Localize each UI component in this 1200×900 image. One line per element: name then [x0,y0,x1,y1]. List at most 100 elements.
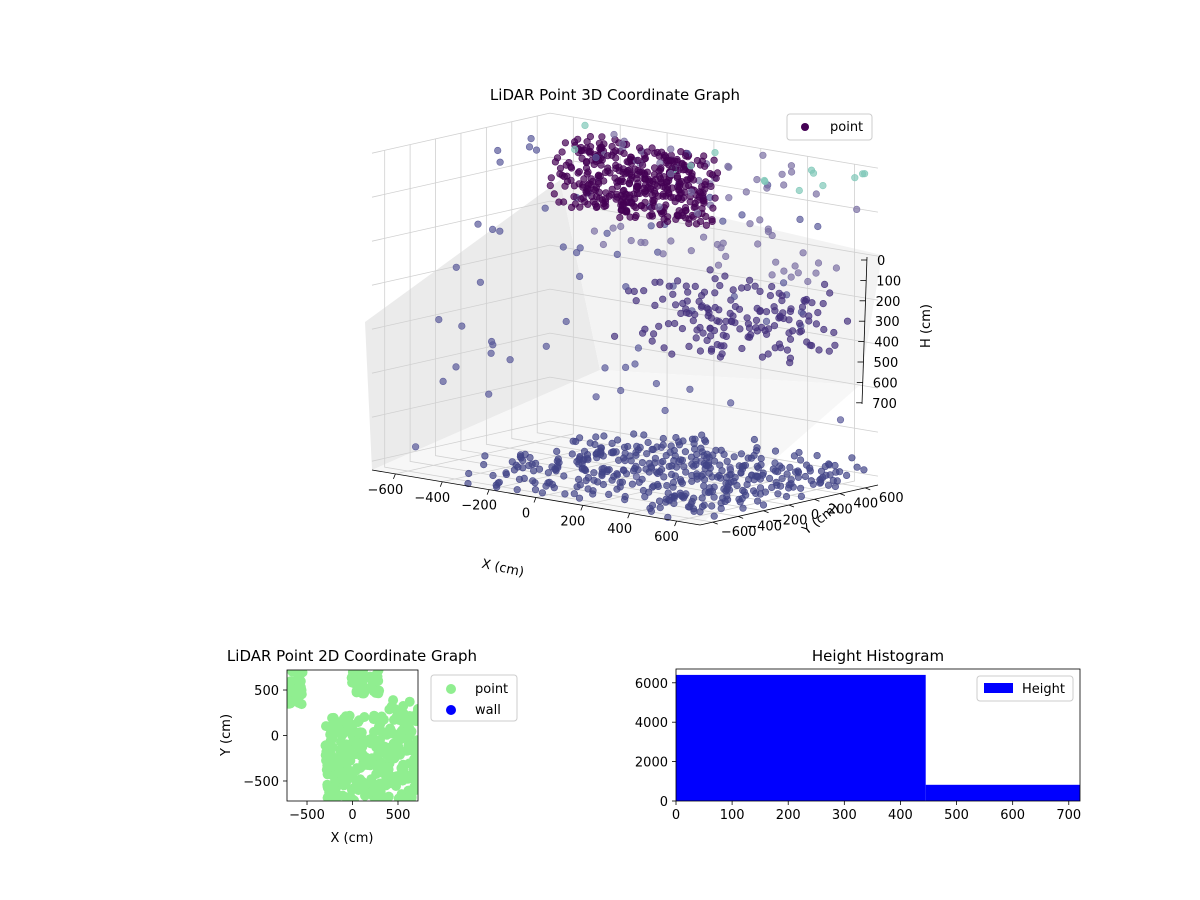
point-3d [715,471,723,480]
point-2d [373,670,384,676]
point-3d [508,458,516,466]
y-tick-label-3d: −200 [772,514,808,529]
point-3d [704,461,713,469]
point-3d [770,322,779,330]
grid-line [384,150,713,523]
point-3d [696,217,705,226]
point-2d [378,777,389,788]
point-3d [603,229,611,237]
point-3d [576,244,584,252]
point-3d [804,277,812,286]
point-3d [655,172,664,180]
point-3d [439,377,447,386]
point-2d [297,670,308,678]
point-3d [786,335,795,343]
point-3d [616,213,624,222]
z-ticks-3d: 0 100 200 300 400 500 600 700 [856,254,901,412]
y-ticks-3d: −600−400−200 0 200 400 600 [712,487,904,540]
point-3d [807,342,816,350]
point-3d [698,431,706,439]
point-3d [637,238,645,246]
point-3d [799,249,807,257]
point-3d [693,157,702,165]
point-3d [768,283,776,291]
point-3d [618,140,627,148]
point-3d [778,292,786,300]
histogram-bar [676,674,926,801]
point-3d [812,320,821,328]
point-3d [563,177,572,185]
point-3d [570,490,578,498]
point-3d [779,279,788,287]
point-3d [632,182,641,191]
point-3d [686,385,694,393]
z-tick-label-3d: 100 [876,274,901,289]
point-3d [632,297,640,305]
point-3d [794,467,802,475]
point-2d [405,727,416,738]
point-3d [776,312,784,320]
point-2d [322,760,333,771]
z-tick-label-3d: 200 [876,295,901,310]
point-3d [806,464,814,472]
point-2d [358,785,369,795]
point-3d [542,482,550,490]
z-tick-label-3d: 0 [877,254,885,269]
point-3d [640,431,648,439]
point-3d [794,269,802,277]
point-3d [707,182,715,190]
point-3d [796,215,804,223]
point-3d [480,461,488,469]
point-3d [621,492,629,501]
point-3d [601,168,610,177]
point-3d [659,295,667,303]
y-tick-3d [737,516,744,519]
point-3d [727,317,735,325]
y-ticks-histogram: 0 2000 4000 6000 [635,677,676,810]
point-3d [489,225,497,233]
point-3d [814,259,823,267]
y-axis-label-2d: Y (cm) [219,714,234,757]
point-3d [579,181,587,189]
point-3d [677,309,685,318]
point-3d [682,305,690,313]
point-3d [738,463,746,471]
point-3d [727,470,735,478]
point-3d [688,477,696,485]
histogram-bars [676,674,1080,801]
point-3d [542,342,550,350]
point-3d [496,227,504,235]
point-3d [699,329,707,337]
point-3d [619,466,627,474]
point-3d [710,493,718,501]
grid-line [409,144,739,517]
grid-line [371,244,879,301]
point-3d [668,462,676,470]
grid-line [371,200,879,257]
point-3d [752,316,761,324]
lidar-2d-plot: LiDAR Point 2D Coordinate Graph −500 0 500… [219,647,518,846]
grid-line [395,117,574,475]
z-axis-label-3d: H (cm) [919,304,934,348]
point-3d [572,249,581,257]
point-3d [627,237,635,245]
point-3d [599,240,608,249]
point-3d [795,319,804,328]
y-tick-label-3d: −600 [721,525,757,540]
point-3d [654,482,662,491]
point-3d [613,485,621,493]
point-3d [584,485,592,493]
point-3d [647,184,655,193]
point-3d [717,244,725,252]
point-3d [601,364,609,372]
point-3d [708,502,716,510]
point-3d [700,288,709,296]
x-tick-3d [674,520,677,527]
grid-line [460,133,790,506]
x-tick-label-2d: 500 [386,808,411,823]
point-2d [395,749,405,760]
point-3d [613,471,622,479]
point-3d [759,501,768,509]
point-3d [750,435,759,444]
point-3d [660,344,668,352]
